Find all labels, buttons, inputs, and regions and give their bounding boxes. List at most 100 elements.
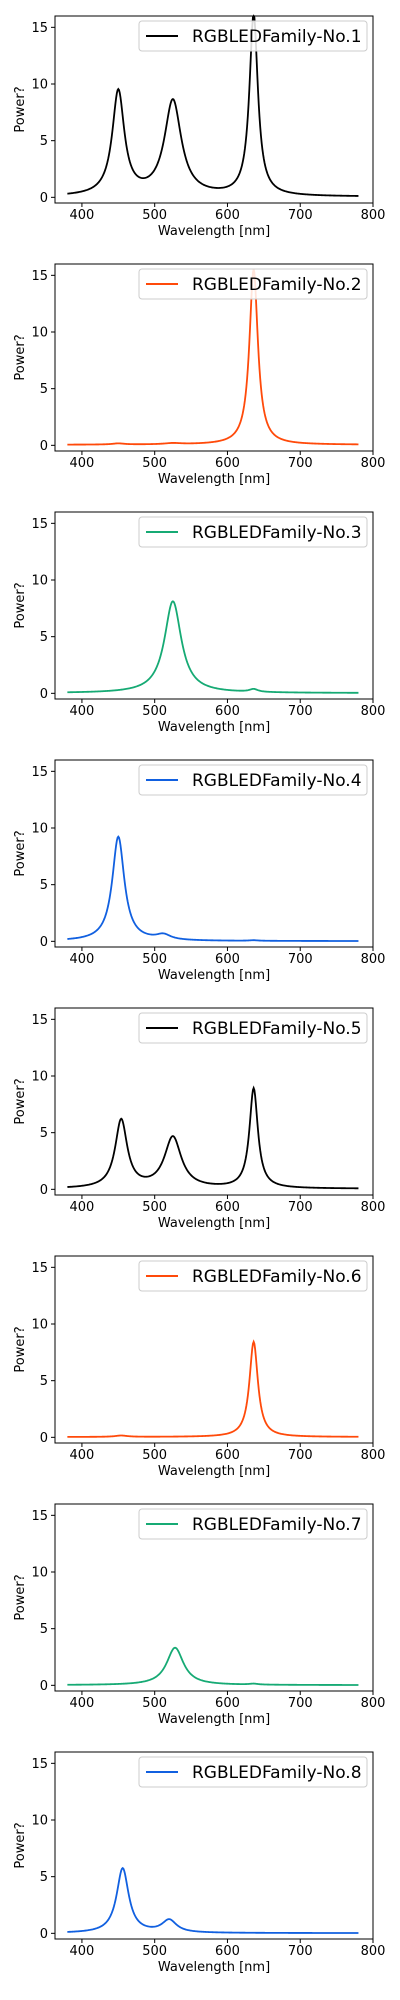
legend-label: RGBLEDFamily-No.3 (192, 523, 362, 543)
x-tick-label: 500 (142, 952, 167, 967)
y-tick-label: 5 (40, 1374, 48, 1389)
chart-panel-7: 400 500 600 700 800 0 5 10 15 Wavelength [nm] Powe… (13, 1503, 386, 1727)
x-tick-label: 500 (142, 1448, 167, 1463)
y-tick-label: 10 (31, 78, 48, 93)
plot-frame (54, 1503, 374, 1692)
y-tick-label: 0 (40, 935, 48, 950)
series-line-8 (67, 1866, 359, 1934)
legend-box (138, 764, 368, 796)
x-tick-label: 400 (70, 952, 95, 967)
x-tick-label: 600 (215, 1944, 240, 1959)
x-tick-label: 700 (288, 952, 313, 967)
chart-panel-3: 400 500 600 700 800 0 5 10 15 Wavelength [nm] Powe… (13, 511, 386, 735)
x-tick-label: 400 (70, 208, 95, 223)
y-tick-label: 10 (31, 1318, 48, 1333)
x-tick-label: 600 (215, 1448, 240, 1463)
x-tick-label: 500 (142, 1944, 167, 1959)
legend: RGBLEDFamily-No.7 (138, 1508, 368, 1540)
plot-frame (54, 511, 374, 700)
x-axis-label: Wavelength [nm] (158, 968, 270, 983)
x-tick-label: 500 (142, 1696, 167, 1711)
plot-frame (54, 263, 374, 452)
series-line-2 (67, 268, 359, 446)
x-tick-label: 700 (288, 1696, 313, 1711)
legend-label: RGBLEDFamily-No.4 (192, 771, 362, 791)
legend: RGBLEDFamily-No.6 (138, 1260, 368, 1292)
plot-frame (54, 15, 374, 204)
y-tick-label: 10 (31, 1070, 48, 1085)
legend-label: RGBLEDFamily-No.5 (192, 1019, 362, 1039)
x-tick-label: 500 (142, 1200, 167, 1215)
x-tick-label: 400 (70, 1448, 95, 1463)
chart-panel-4: 400 500 600 700 800 0 5 10 15 Wavelength [nm] Powe… (13, 759, 386, 983)
x-tick-label: 800 (361, 952, 386, 967)
legend-box (138, 1012, 368, 1044)
y-tick-label: 0 (40, 1183, 48, 1198)
y-tick-label: 5 (40, 1126, 48, 1141)
x-tick-label: 800 (361, 704, 386, 719)
y-tick-label: 15 (31, 269, 48, 284)
chart-panel-6: 400 500 600 700 800 0 5 10 15 Wavelength [nm] Powe… (13, 1255, 385, 1479)
x-tick-label: 400 (70, 1944, 95, 1959)
y-axis-label: Power? (13, 830, 28, 876)
legend-box (138, 1756, 368, 1788)
plot-frame (54, 1751, 374, 1940)
y-tick-label: 0 (40, 1679, 48, 1694)
y-axis-label: Power? (13, 1574, 28, 1620)
x-tick-label: 600 (215, 208, 240, 223)
y-axis-label: Power? (13, 86, 28, 132)
y-tick-label: 15 (31, 21, 48, 36)
y-tick-label: 5 (40, 630, 48, 645)
x-tick-label: 600 (215, 1696, 240, 1711)
chart-panel-5: 400 500 600 700 800 0 5 10 15 Wavelength [nm] Powe… (13, 1007, 385, 1231)
y-tick-label: 15 (31, 765, 48, 780)
x-axis-label: Wavelength [nm] (158, 472, 270, 487)
y-tick-label: 10 (31, 822, 48, 837)
legend: RGBLEDFamily-No.1 (138, 20, 368, 52)
y-tick-label: 15 (31, 1509, 48, 1524)
y-tick-label: 5 (40, 1870, 48, 1885)
x-tick-label: 500 (142, 704, 167, 719)
x-tick-label: 600 (215, 1200, 240, 1215)
plot-frame (54, 1255, 374, 1444)
x-tick-label: 500 (142, 208, 167, 223)
legend-box (138, 20, 368, 52)
y-tick-label: 0 (40, 1927, 48, 1942)
series-line-1 (67, 14, 359, 197)
x-tick-label: 700 (288, 1448, 313, 1463)
y-tick-label: 10 (31, 1566, 48, 1581)
plot-frame (54, 759, 374, 948)
plot-frame (54, 1007, 374, 1196)
x-tick-label: 800 (361, 1944, 386, 1959)
x-tick-label: 400 (70, 704, 95, 719)
x-tick-label: 600 (215, 456, 240, 471)
y-tick-label: 15 (31, 517, 48, 532)
x-tick-label: 600 (215, 704, 240, 719)
y-tick-label: 15 (31, 1013, 48, 1028)
x-tick-label: 800 (361, 456, 386, 471)
x-tick-label: 800 (361, 1696, 386, 1711)
chart-panel-1: 400 500 600 700 800 0 5 10 15 Wavelength [nm] Powe… (13, 14, 385, 239)
x-tick-label: 700 (288, 456, 313, 471)
x-axis-label: Wavelength [nm] (158, 1712, 270, 1727)
series-line-6 (67, 1339, 359, 1438)
y-axis-label: Power? (13, 334, 28, 380)
y-tick-label: 0 (40, 191, 48, 206)
chart-panel-2: 400 500 600 700 800 0 5 10 15 Wavelength [nm] Powe… (13, 263, 386, 487)
x-tick-label: 600 (215, 952, 240, 967)
legend-box (138, 1260, 368, 1292)
y-tick-label: 10 (31, 574, 48, 589)
y-tick-label: 10 (31, 1814, 48, 1829)
y-tick-label: 15 (31, 1757, 48, 1772)
y-tick-label: 0 (40, 1431, 48, 1446)
x-axis-label: Wavelength [nm] (158, 1960, 270, 1975)
legend: RGBLEDFamily-No.3 (138, 516, 368, 548)
y-tick-label: 15 (31, 1261, 48, 1276)
x-tick-label: 400 (70, 1200, 95, 1215)
x-axis-label: Wavelength [nm] (158, 224, 270, 239)
y-axis-label: Power? (13, 1078, 28, 1124)
series-line-3 (67, 600, 359, 694)
y-tick-label: 10 (31, 326, 48, 341)
x-axis-label: Wavelength [nm] (158, 1464, 270, 1479)
